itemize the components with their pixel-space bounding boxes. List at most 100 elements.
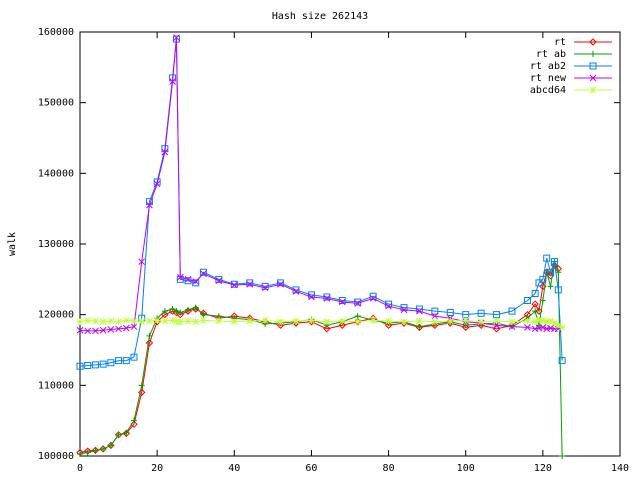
point-marker — [338, 321, 346, 329]
point-marker — [192, 278, 200, 285]
point-marker — [277, 280, 284, 288]
point-marker — [107, 326, 115, 333]
point-marker — [146, 201, 153, 209]
point-marker — [138, 382, 145, 389]
point-marker — [192, 318, 200, 326]
point-marker — [92, 317, 99, 325]
point-marker — [107, 359, 115, 367]
point-marker — [531, 289, 539, 297]
point-marker — [416, 307, 423, 315]
point-marker — [131, 417, 137, 424]
point-marker — [169, 78, 176, 85]
point-marker — [508, 318, 516, 326]
x-tick-label: 80 — [383, 463, 395, 474]
point-marker — [558, 324, 566, 331]
point-marker — [550, 258, 558, 266]
point-marker — [524, 324, 531, 331]
point-marker — [200, 316, 207, 324]
point-marker — [261, 284, 269, 292]
point-marker — [122, 357, 130, 365]
point-marker — [369, 292, 377, 300]
point-marker — [354, 300, 362, 307]
point-marker — [547, 283, 554, 290]
point-marker — [77, 450, 83, 457]
legend-marker — [589, 86, 597, 94]
point-marker — [323, 325, 331, 333]
point-marker — [385, 317, 392, 325]
point-marker — [200, 270, 207, 278]
x-tick-label: 40 — [228, 463, 240, 474]
point-marker — [230, 318, 238, 326]
point-marker — [173, 34, 180, 42]
point-marker — [559, 453, 566, 459]
y-tick-label: 140000 — [38, 168, 74, 179]
legend-label: abcd64 — [530, 85, 566, 96]
point-marker — [192, 304, 199, 311]
legend-label: rt new — [530, 73, 567, 84]
point-marker — [169, 306, 176, 313]
point-marker — [416, 323, 423, 330]
point-marker — [138, 388, 146, 397]
point-marker — [384, 321, 393, 329]
legend-marker — [589, 62, 597, 70]
point-marker — [292, 287, 300, 295]
point-marker — [539, 317, 547, 325]
point-marker — [100, 445, 107, 452]
point-marker — [369, 316, 377, 324]
y-tick-label: 120000 — [38, 310, 74, 321]
point-marker — [551, 319, 558, 327]
point-marker — [115, 318, 122, 326]
point-marker — [92, 448, 99, 455]
point-marker — [539, 275, 547, 283]
point-marker — [508, 307, 516, 315]
series-line — [79, 37, 559, 332]
point-marker — [493, 317, 500, 325]
point-marker — [338, 317, 346, 325]
point-marker — [400, 306, 408, 314]
point-marker — [477, 318, 485, 326]
point-marker — [145, 339, 154, 347]
point-marker — [508, 323, 516, 331]
point-marker — [230, 281, 238, 289]
point-marker — [146, 317, 153, 325]
point-marker — [547, 317, 554, 325]
point-marker — [99, 326, 107, 334]
point-marker — [84, 316, 92, 324]
x-tick-label: 100 — [457, 463, 475, 474]
chart-title: Hash size 262143 — [272, 11, 368, 22]
point-marker — [539, 297, 546, 304]
x-tick-label: 0 — [77, 463, 83, 474]
point-marker — [446, 317, 454, 325]
y-tick-label: 160000 — [38, 27, 74, 38]
point-marker — [554, 286, 562, 294]
point-marker — [431, 307, 439, 315]
point-marker — [153, 180, 161, 188]
point-marker — [115, 357, 123, 365]
point-marker — [161, 310, 169, 319]
x-tick-label: 60 — [305, 463, 317, 474]
point-marker — [107, 442, 114, 449]
point-marker — [84, 362, 92, 370]
point-marker — [200, 311, 207, 318]
point-marker — [558, 357, 566, 365]
point-marker — [462, 323, 470, 332]
point-marker — [161, 317, 169, 325]
point-marker — [138, 318, 146, 326]
point-marker — [531, 300, 539, 308]
point-marker — [84, 327, 92, 335]
point-marker — [308, 316, 315, 324]
point-marker — [184, 317, 192, 325]
series-line — [79, 261, 563, 457]
point-marker — [176, 273, 184, 281]
point-marker — [215, 317, 223, 325]
point-marker — [477, 309, 485, 317]
point-marker — [76, 326, 84, 334]
point-marker — [547, 268, 555, 276]
point-marker — [246, 279, 254, 287]
point-marker — [261, 316, 269, 324]
point-marker — [123, 429, 130, 436]
point-marker — [91, 361, 99, 369]
y-axis-label: walk — [7, 232, 18, 256]
point-marker — [176, 310, 184, 319]
point-marker — [535, 316, 543, 324]
